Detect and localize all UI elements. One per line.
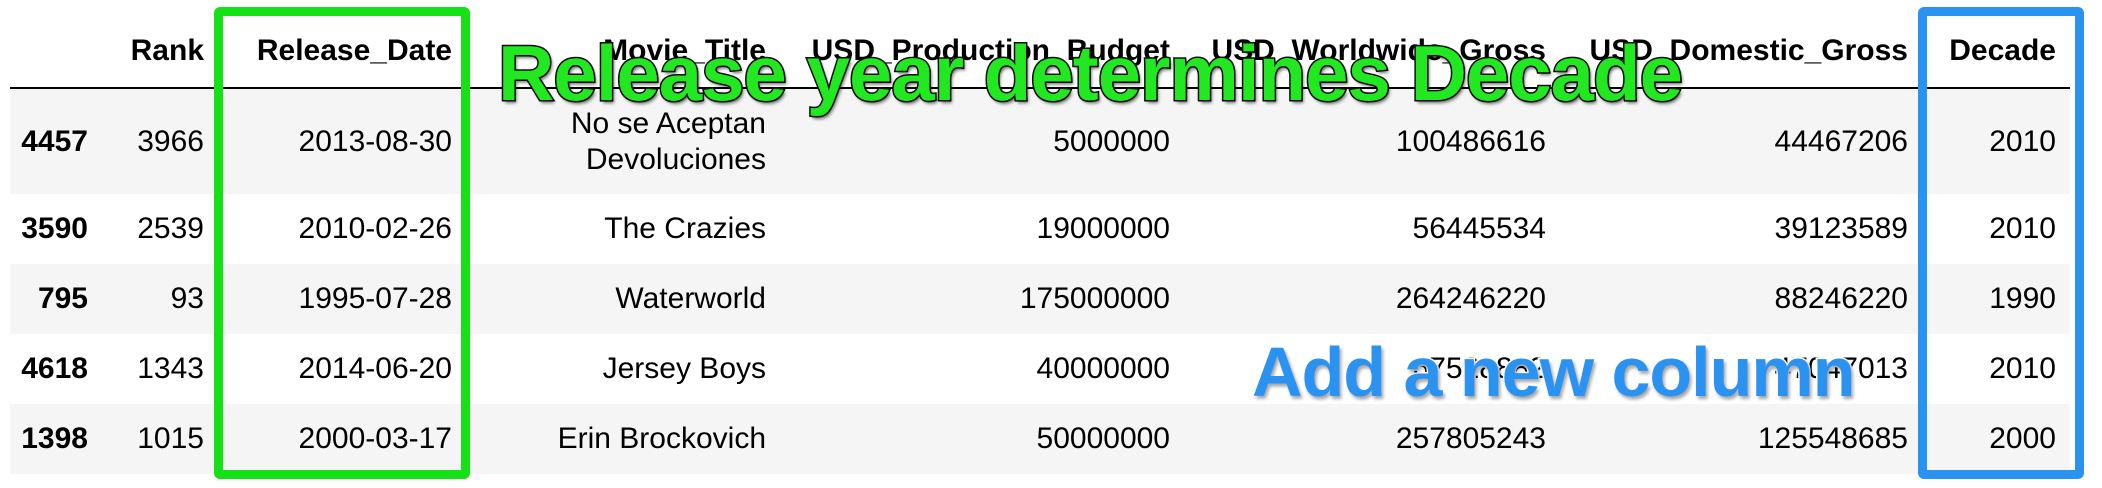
table-row: 4457 3966 2013-08-30 No se Aceptan Devol… (10, 88, 2070, 194)
header-domestic-gross: USD_Domestic_Gross (1560, 14, 1922, 89)
cell-release-date: 1995-07-28 (298, 282, 452, 315)
cell-domestic-gross: 39123589 (1774, 212, 1908, 245)
table-header: Rank Release_Date Movie_Title USD_Produc… (10, 14, 2070, 89)
table-row: 4618 1343 2014-06-20 Jersey Boys 4000000… (10, 334, 2070, 404)
header-movie-title: Movie_Title (466, 14, 780, 89)
dataframe-table: Rank Release_Date Movie_Title USD_Produc… (10, 14, 2070, 474)
row-index: 795 (37, 282, 88, 315)
cell-movie-title: Erin Brockovich (557, 422, 766, 455)
cell-rank: 1015 (137, 422, 204, 455)
table-row: 795 93 1995-07-28 Waterworld 175000000 2… (10, 264, 2070, 334)
table-row: 1398 1015 2000-03-17 Erin Brockovich 500… (10, 404, 2070, 474)
cell-domestic-gross: 44467206 (1774, 124, 1908, 158)
cell-movie-title: Waterworld (615, 282, 766, 315)
cell-worldwide-gross: 264246220 (1395, 282, 1546, 315)
cell-decade: 2000 (1989, 422, 2056, 455)
cell-domestic-gross: 88246220 (1774, 282, 1908, 315)
cell-release-date: 2014-06-20 (298, 352, 452, 385)
cell-production-budget: 40000000 (1036, 352, 1170, 385)
cell-production-budget: 50000000 (1036, 422, 1170, 455)
cell-worldwide-gross: 67528882 (1412, 352, 1546, 385)
header-production-budget: USD_Production_Budget (780, 14, 1184, 89)
header-decade: Decade (1922, 14, 2070, 89)
cell-domestic-gross: 47047013 (1774, 352, 1908, 385)
cell-movie-title: Jersey Boys (602, 352, 766, 385)
cell-decade: 2010 (1989, 124, 2056, 158)
header-row: Rank Release_Date Movie_Title USD_Produc… (10, 14, 2070, 89)
row-index: 4618 (21, 352, 88, 385)
cell-rank: 1343 (137, 352, 204, 385)
cell-decade: 2010 (1989, 352, 2056, 385)
header-worldwide-gross: USD_Worldwide_Gross (1184, 14, 1560, 89)
row-index: 1398 (21, 422, 88, 455)
table-row: 3590 2539 2010-02-26 The Crazies 1900000… (10, 194, 2070, 264)
cell-decade: 2010 (1989, 212, 2056, 245)
cell-movie-title: The Crazies (604, 212, 766, 245)
cell-rank: 2539 (137, 212, 204, 245)
cell-release-date: 2013-08-30 (298, 124, 452, 158)
header-rank: Rank (102, 14, 218, 89)
cell-movie-title: No se Aceptan Devoluciones (570, 106, 766, 176)
cell-worldwide-gross: 100486616 (1395, 124, 1546, 158)
cell-release-date: 2010-02-26 (298, 212, 452, 245)
row-index: 4457 (21, 124, 88, 158)
cell-production-budget: 175000000 (1019, 282, 1170, 315)
cell-worldwide-gross: 56445534 (1412, 212, 1546, 245)
cell-production-budget: 19000000 (1036, 212, 1170, 245)
cell-release-date: 2000-03-17 (298, 422, 452, 455)
cell-rank: 3966 (137, 124, 204, 158)
cell-worldwide-gross: 257805243 (1395, 422, 1546, 455)
header-index (10, 14, 102, 89)
table-body: 4457 3966 2013-08-30 No se Aceptan Devol… (10, 88, 2070, 474)
header-release-date: Release_Date (218, 14, 466, 89)
row-index: 3590 (21, 212, 88, 245)
cell-domestic-gross: 125548685 (1757, 422, 1908, 455)
cell-decade: 1990 (1989, 282, 2056, 315)
cell-rank: 93 (170, 282, 204, 315)
cell-production-budget: 5000000 (1053, 124, 1170, 158)
